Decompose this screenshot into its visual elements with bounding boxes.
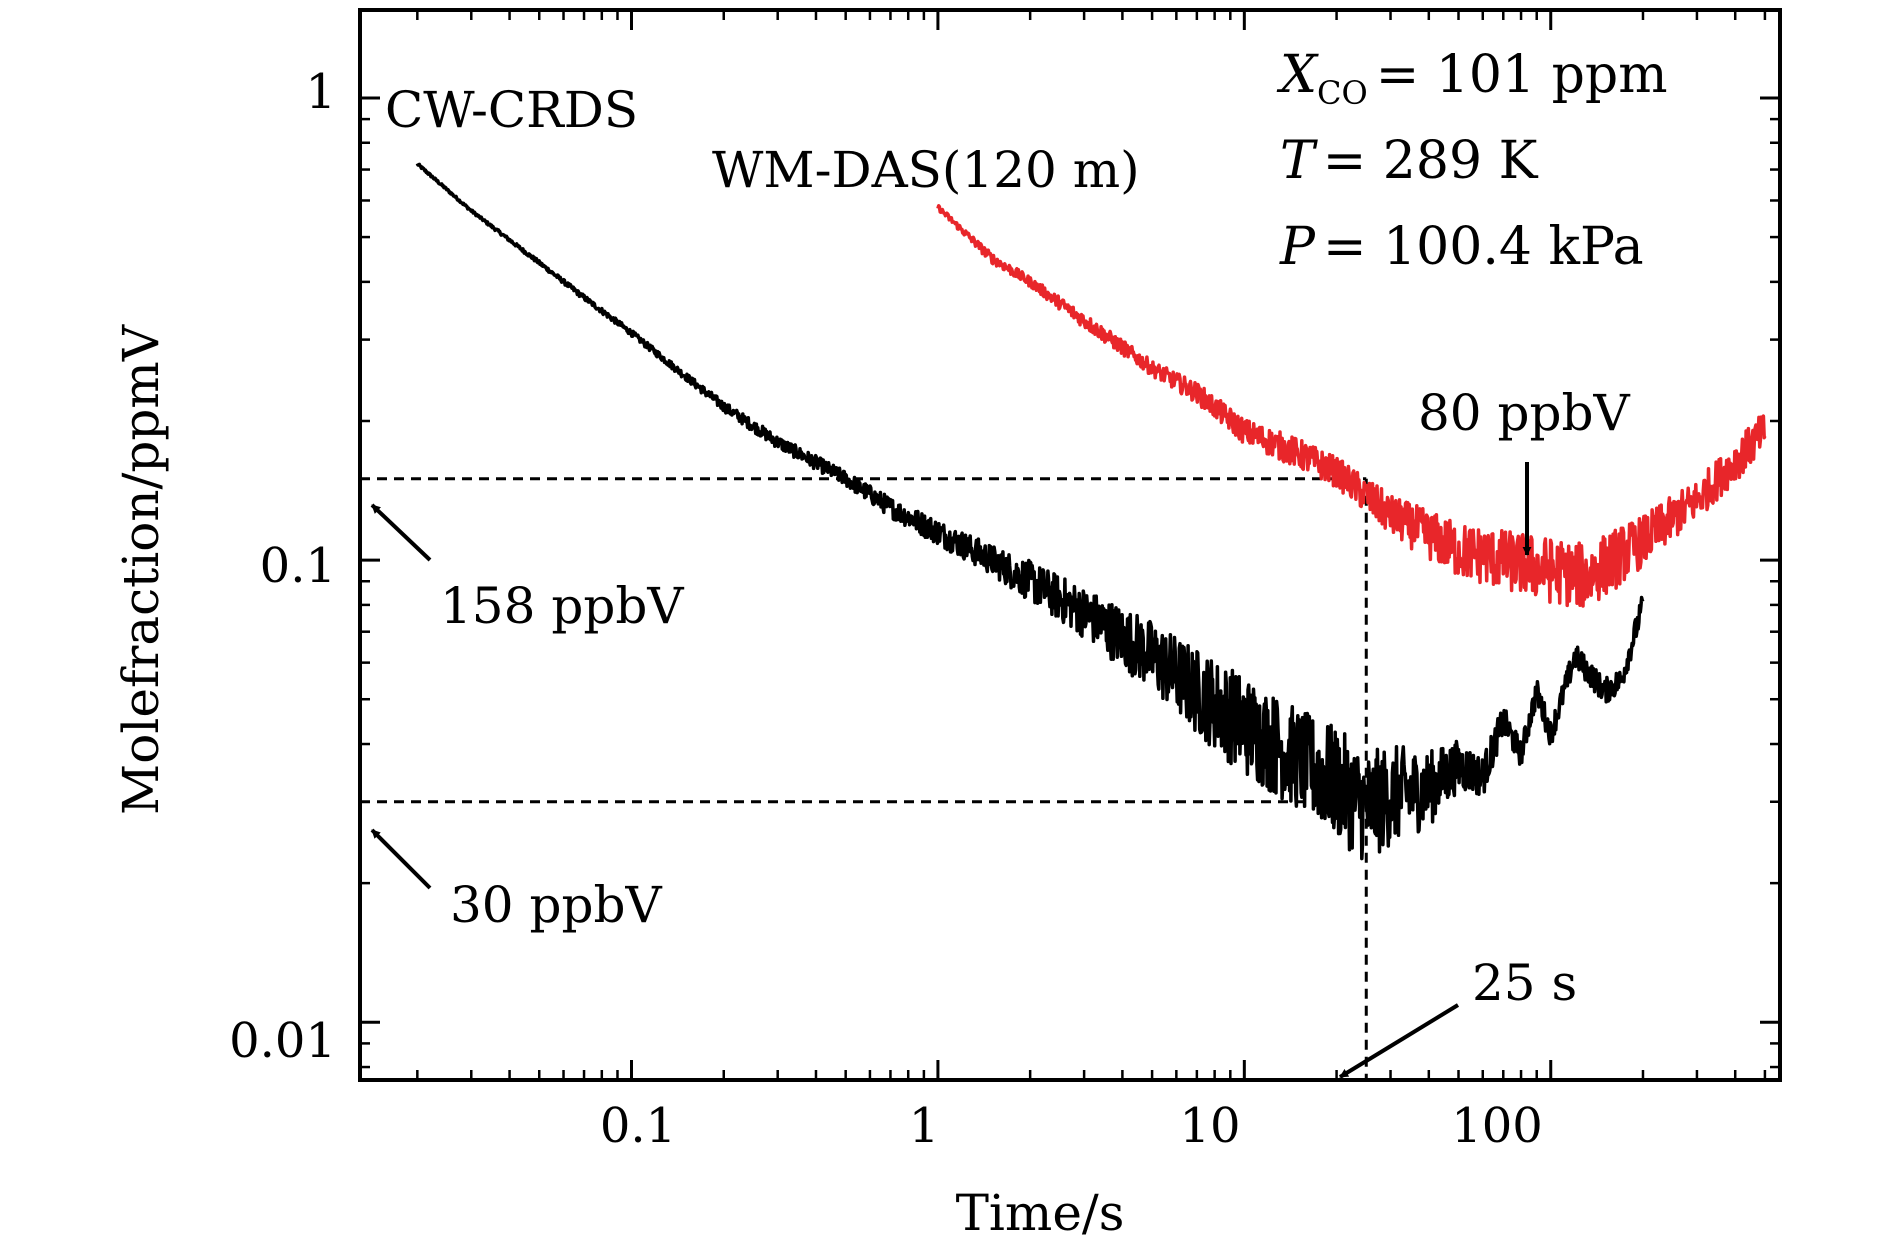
plot-frame: [358, 8, 1782, 1082]
series-line-wm-das: [936, 204, 1767, 608]
condition-p-symbol: P: [1279, 217, 1316, 277]
series-label-wm-das: WM-DAS(120 m): [712, 141, 1140, 199]
x-tick-label-10: 10: [1179, 1098, 1240, 1154]
condition-xco-subscript: CO: [1317, 74, 1368, 112]
condition-t-symbol: T: [1280, 131, 1318, 191]
x-tick-label-1: 1: [909, 1098, 940, 1154]
series-line-cw-crds: [415, 162, 1645, 861]
arrow-158-ppbv: [370, 503, 432, 562]
label-30-ppbv: 30 ppbV: [450, 876, 663, 934]
label-80-ppbv: 80 ppbV: [1418, 384, 1631, 442]
y-tick-label-1: 1: [305, 64, 336, 120]
condition-pressure: P = 100.4 kPa: [1279, 217, 1644, 277]
condition-xco-value: = 101 ppm: [1376, 45, 1668, 105]
condition-xco-symbol: X: [1276, 45, 1319, 105]
y-tick-label-0.01: 0.01: [229, 1013, 336, 1069]
y-axis-label: Molefraction/ppmV: [112, 324, 170, 815]
y-tick-label-0.1: 0.1: [260, 538, 336, 594]
arrow-30-ppbv: [370, 828, 432, 890]
series-label-cw-crds: CW-CRDS: [385, 81, 638, 139]
x-tick-label-0.1: 0.1: [600, 1098, 676, 1154]
major-ticks: [360, 10, 1780, 1080]
label-25-s: 25 s: [1472, 954, 1577, 1012]
minor-ticks: [360, 10, 1780, 1080]
condition-xco: XCO = 101 ppm: [1276, 45, 1668, 112]
condition-temperature: T = 289 K: [1280, 131, 1539, 191]
arrow-25-s: [1338, 1003, 1460, 1079]
condition-t-value: = 289 K: [1323, 131, 1539, 191]
x-axis-label: Time/s: [956, 1184, 1125, 1242]
label-158-ppbv: 158 ppbV: [440, 577, 684, 635]
x-tick-label-100: 100: [1451, 1098, 1543, 1154]
condition-p-value: = 100.4 kPa: [1323, 217, 1644, 277]
